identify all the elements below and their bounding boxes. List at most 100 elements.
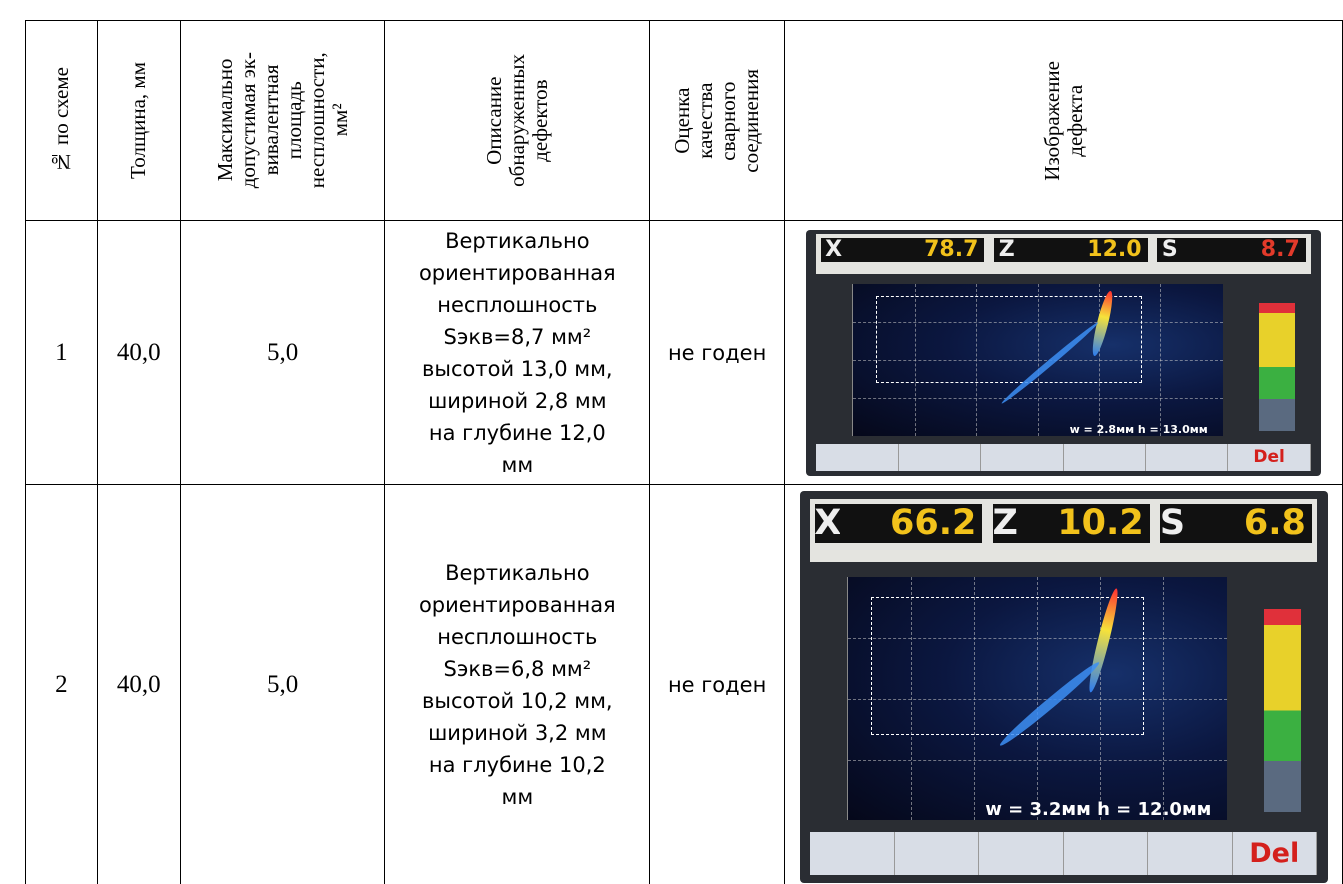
readout-z: 12.0 xyxy=(1019,238,1148,262)
description-line: высотой 10,2 мм, xyxy=(385,685,649,717)
readout-label: Z xyxy=(994,238,1019,262)
header-cell: № по схеме xyxy=(26,21,98,221)
readout-label: X xyxy=(821,238,846,262)
delete-button: Del xyxy=(1233,832,1317,875)
description-line: ориентированная xyxy=(385,589,649,621)
header-text: Толщина, мм xyxy=(127,62,150,179)
level-scale xyxy=(1264,609,1301,813)
scan-plot xyxy=(847,577,1227,820)
header-line: мм² xyxy=(329,52,352,188)
header-line: № по схеме xyxy=(50,67,73,174)
header-line: площадь xyxy=(283,52,306,188)
readout-x: 66.2 xyxy=(840,504,982,543)
document: № по схеме Толщина, мм Максимальнодопустим… xyxy=(0,0,1343,884)
button: ​ xyxy=(1064,444,1146,471)
description-line: несплошность xyxy=(385,289,649,321)
readout-s: 8.7 xyxy=(1182,238,1306,262)
description-line: Вертикально xyxy=(385,557,649,589)
defect-dims: w = 3.2мм h = 12.0мм xyxy=(985,799,1211,820)
header-line: Изображение xyxy=(1041,61,1064,181)
readout-label: S xyxy=(1157,238,1182,262)
header-line: Максимально xyxy=(214,52,237,188)
scan-plot xyxy=(852,284,1223,437)
readout-z: 10.2 xyxy=(1018,504,1150,543)
description-line: высотой 13,0 мм, xyxy=(385,353,649,385)
description-line: шириной 3,2 мм xyxy=(385,717,649,749)
header-line: несплошности, xyxy=(306,52,329,188)
button: ​ xyxy=(981,444,1063,471)
header-line: сварного xyxy=(717,69,740,173)
button-bar: ​​​​​Del xyxy=(816,444,1310,471)
header-cell: Толщина, мм xyxy=(97,21,180,221)
description-line: Sэкв=6,8 мм² xyxy=(385,653,649,685)
description-line: мм xyxy=(385,781,649,813)
readout-x: 78.7 xyxy=(846,238,984,262)
description-line: на глубине 10,2 xyxy=(385,749,649,781)
assessment-cell: не годен xyxy=(650,485,785,884)
description-line: мм xyxy=(385,449,649,481)
thickness: 40,0 xyxy=(97,221,180,485)
defect-screen: X78.7Z12.0S8.7w = 2.8мм h = 13.0мм​​​​​D… xyxy=(806,230,1321,476)
header-line: дефекта xyxy=(1064,61,1087,181)
button: ​ xyxy=(895,832,979,875)
grid-line xyxy=(853,398,1223,399)
max-area: 5,0 xyxy=(180,485,385,884)
description-line: Вертикально xyxy=(385,225,649,257)
row-number: 1 xyxy=(26,221,98,485)
max-area: 5,0 xyxy=(180,221,385,485)
button: ​ xyxy=(816,444,898,471)
defect-dims: w = 2.8мм h = 13.0мм xyxy=(1070,423,1208,436)
description-line: Sэкв=8,7 мм² xyxy=(385,321,649,353)
header-line: дефектов xyxy=(529,54,552,187)
readout-label: X xyxy=(815,504,840,543)
row-number: 2 xyxy=(26,485,98,884)
level-scale xyxy=(1259,303,1295,431)
button: ​ xyxy=(899,444,981,471)
assessment-cell: не годен xyxy=(650,221,785,485)
button: ​ xyxy=(1146,444,1228,471)
button-bar: ​​​​​Del xyxy=(810,832,1317,875)
header-line: обнаруженных xyxy=(506,54,529,187)
readout-label: Z xyxy=(993,504,1018,543)
button: ​ xyxy=(979,832,1063,875)
readout-s: 6.8 xyxy=(1185,504,1312,543)
header-line: вивалентная xyxy=(260,52,283,188)
assessment: не годен xyxy=(650,673,784,697)
readout-label: S xyxy=(1160,504,1185,543)
header-text: № по схеме xyxy=(50,67,73,174)
assessment: не годен xyxy=(650,341,784,365)
header-line: качества xyxy=(694,69,717,173)
description-line: несплошность xyxy=(385,621,649,653)
delete-button: Del xyxy=(1228,444,1310,471)
header-line: Оценка xyxy=(671,69,694,173)
header-line: Толщина, мм xyxy=(127,62,150,179)
button: ​ xyxy=(1148,832,1232,875)
description-line: на глубине 12,0 xyxy=(385,417,649,449)
description-line: ориентированная xyxy=(385,257,649,289)
button: ​ xyxy=(1064,832,1148,875)
grid-line xyxy=(848,760,1227,761)
header-line: допустимая эк- xyxy=(237,52,260,188)
button: ​ xyxy=(810,832,894,875)
thickness: 40,0 xyxy=(97,485,180,884)
description-line: шириной 2,8 мм xyxy=(385,385,649,417)
